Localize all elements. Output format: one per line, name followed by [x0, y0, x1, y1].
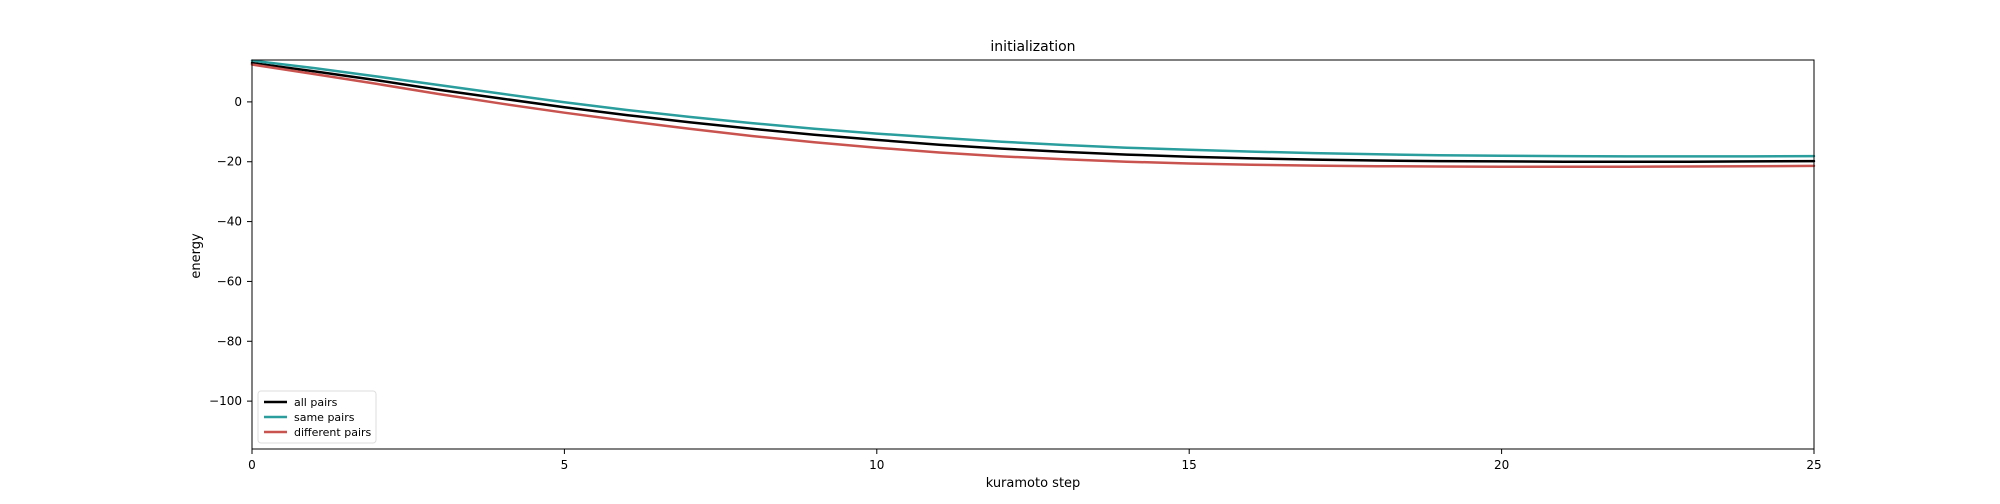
y-tick-label: −20 — [217, 155, 242, 169]
legend-label-same-pairs: same pairs — [294, 411, 355, 424]
y-tick-label: 0 — [234, 95, 242, 109]
chart-title: initialization — [990, 39, 1075, 55]
series-line-different-pairs — [250, 63, 1816, 169]
x-axis-label: kuramoto step — [986, 476, 1081, 491]
legend-label-different-pairs: different pairs — [294, 426, 372, 439]
series-line-all-pairs — [250, 61, 1816, 163]
x-tick-label: 10 — [869, 458, 884, 472]
axis-ticks: 0 5 10 15 20 25 0 −20 −40 −60 −80 −100 — [209, 95, 1822, 472]
legend-box — [257, 390, 377, 444]
plot-area-frame — [251, 59, 1815, 450]
x-tick-label: 20 — [1494, 458, 1509, 472]
x-tick-label: 5 — [561, 458, 569, 472]
y-tick-label: −60 — [217, 274, 242, 288]
x-tick-label: 15 — [1182, 458, 1197, 472]
legend: all pairs same pairs different pairs — [257, 390, 377, 444]
y-tick-label: −80 — [217, 334, 242, 348]
x-tick-label: 25 — [1806, 458, 1821, 472]
series-lines — [250, 59, 1816, 169]
y-axis-label: energy — [189, 233, 204, 279]
x-tick-label: 0 — [248, 458, 256, 472]
y-tick-label: −100 — [209, 394, 242, 408]
series-line-same-pairs — [250, 59, 1816, 158]
legend-label-all-pairs: all pairs — [294, 396, 338, 409]
y-tick-label: −40 — [217, 215, 242, 229]
